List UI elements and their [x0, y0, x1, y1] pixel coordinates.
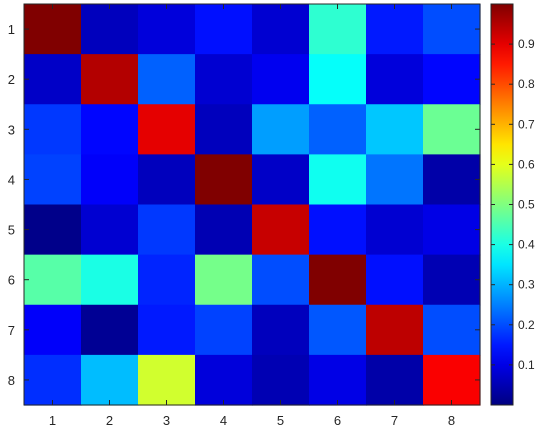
heatmap-cell-r1-c6	[309, 4, 367, 55]
heatmap-cell-r4-c6	[309, 154, 367, 206]
heatmap-cell-r7-c2	[81, 304, 139, 356]
heatmap-cell-r5-c7	[366, 204, 424, 256]
heatmap-cell-r3-c4	[195, 104, 253, 155]
heatmap-cell-r6-c6	[309, 254, 367, 306]
colorbar-tick-label-0.5: 0.5	[518, 198, 535, 212]
x-tick-label-6: 6	[334, 413, 341, 428]
heatmap-cell-r7-c8	[423, 304, 481, 356]
heatmap-cell-r6-c5	[252, 254, 310, 306]
heatmap-cell-r1-c2	[81, 4, 139, 55]
colorbar-tick-label-0.8: 0.8	[518, 77, 535, 91]
heatmap-cell-r3-c1	[24, 104, 82, 155]
heatmap-cell-r3-c7	[366, 104, 424, 155]
heatmap-cell-r4-c1	[24, 154, 82, 206]
heatmap-cell-r3-c6	[309, 104, 367, 155]
heatmap-cell-r8-c8	[423, 354, 481, 406]
colorbar-tick-label-0.9: 0.9	[518, 37, 535, 51]
x-tick-label-3: 3	[163, 413, 170, 428]
heatmap-cell-r6-c3	[138, 254, 196, 306]
heatmap-cell-r8-c7	[366, 354, 424, 406]
heatmap-cell-r1-c3	[138, 4, 196, 55]
heatmap-cell-r2-c3	[138, 54, 196, 105]
heatmap-cell-r2-c1	[24, 54, 82, 105]
heatmap-cell-r1-c5	[252, 4, 310, 55]
heatmap-cell-r2-c8	[423, 54, 481, 105]
colorbar-tick-label-0.2: 0.2	[518, 318, 535, 332]
heatmap-cell-r4-c7	[366, 154, 424, 206]
x-tick-label-5: 5	[277, 413, 284, 428]
heatmap-cell-r2-c6	[309, 54, 367, 105]
heatmap-cell-r8-c3	[138, 354, 196, 406]
x-tick-label-7: 7	[391, 413, 398, 428]
heatmap-cell-r2-c5	[252, 54, 310, 105]
heatmap-cell-r4-c8	[423, 154, 481, 206]
heatmap-cell-r5-c4	[195, 204, 253, 256]
heatmap-cell-r7-c3	[138, 304, 196, 356]
axis-ticks: 1 2 3 4 5 6 7 8 1 2 3 4 5 6 7 8	[8, 4, 480, 428]
heatmap-cell-r6-c1	[24, 254, 82, 306]
heatmap-cell-r8-c6	[309, 354, 367, 406]
heatmap-cell-r5-c5	[252, 204, 310, 256]
y-tick-label-1: 1	[8, 22, 15, 37]
y-tick-label-8: 8	[8, 373, 15, 388]
heatmap-cell-r3-c5	[252, 104, 310, 155]
heatmap-cell-r7-c1	[24, 304, 82, 356]
heatmap-cell-r1-c8	[423, 4, 481, 55]
heatmap-cell-r7-c7	[366, 304, 424, 356]
y-tick-label-6: 6	[8, 273, 15, 288]
heatmap-cell-r8-c4	[195, 354, 253, 406]
heatmap-cell-r4-c3	[138, 154, 196, 206]
y-tick-label-7: 7	[8, 323, 15, 338]
colorbar-tick-label-0.6: 0.6	[518, 157, 535, 171]
heatmap-cell-r6-c8	[423, 254, 481, 306]
x-tick-label-2: 2	[106, 413, 113, 428]
x-tick-label-8: 8	[448, 413, 455, 428]
heatmap-cell-r2-c2	[81, 54, 139, 105]
colorbar-tick-label-0.4: 0.4	[518, 238, 535, 252]
y-tick-label-2: 2	[8, 72, 15, 87]
heatmap-cell-r6-c2	[81, 254, 139, 306]
heatmap-cells	[24, 4, 481, 406]
heatmap-cell-r5-c8	[423, 204, 481, 256]
heatmap-cell-r1-c7	[366, 4, 424, 55]
heatmap-cell-r5-c1	[24, 204, 82, 256]
heatmap-cell-r3-c8	[423, 104, 481, 155]
heatmap-cell-r1-c4	[195, 4, 253, 55]
colorbar-tick-label-0.7: 0.7	[518, 117, 535, 131]
heatmap-cell-r3-c3	[138, 104, 196, 155]
heatmap-cell-r6-c7	[366, 254, 424, 306]
colorbar-tick-label-0.1: 0.1	[518, 358, 535, 372]
heatmap-cell-r2-c4	[195, 54, 253, 105]
heatmap-cell-r4-c5	[252, 154, 310, 206]
heatmap-cell-r8-c1	[24, 354, 82, 406]
y-tick-label-3: 3	[8, 122, 15, 137]
x-tick-label-1: 1	[49, 413, 56, 428]
heatmap-cell-r5-c6	[309, 204, 367, 256]
heatmap-cell-r8-c5	[252, 354, 310, 406]
heatmap-cell-r3-c2	[81, 104, 139, 155]
heatmap-cell-r5-c2	[81, 204, 139, 256]
heatmap-cell-r7-c6	[309, 304, 367, 356]
plot-frame	[23, 3, 481, 406]
colorbar-tick-label-0.3: 0.3	[518, 278, 535, 292]
heatmap-cell-r7-c5	[252, 304, 310, 356]
colorbar: 0.1 0.2 0.3 0.4 0.5 0.6 0.7 0.8 0.9	[490, 3, 535, 406]
heatmap-cell-r8-c2	[81, 354, 139, 406]
heatmap-cell-r2-c7	[366, 54, 424, 105]
y-tick-label-5: 5	[8, 223, 15, 238]
heatmap-cell-r4-c4	[195, 154, 253, 206]
heatmap-cell-r4-c2	[81, 154, 139, 206]
y-tick-label-4: 4	[8, 172, 15, 187]
heatmap-cell-r1-c1	[24, 4, 82, 55]
heatmap-cell-r6-c4	[195, 254, 253, 306]
x-tick-label-4: 4	[220, 413, 227, 428]
heatmap-cell-r7-c4	[195, 304, 253, 356]
heatmap-cell-r5-c3	[138, 204, 196, 256]
